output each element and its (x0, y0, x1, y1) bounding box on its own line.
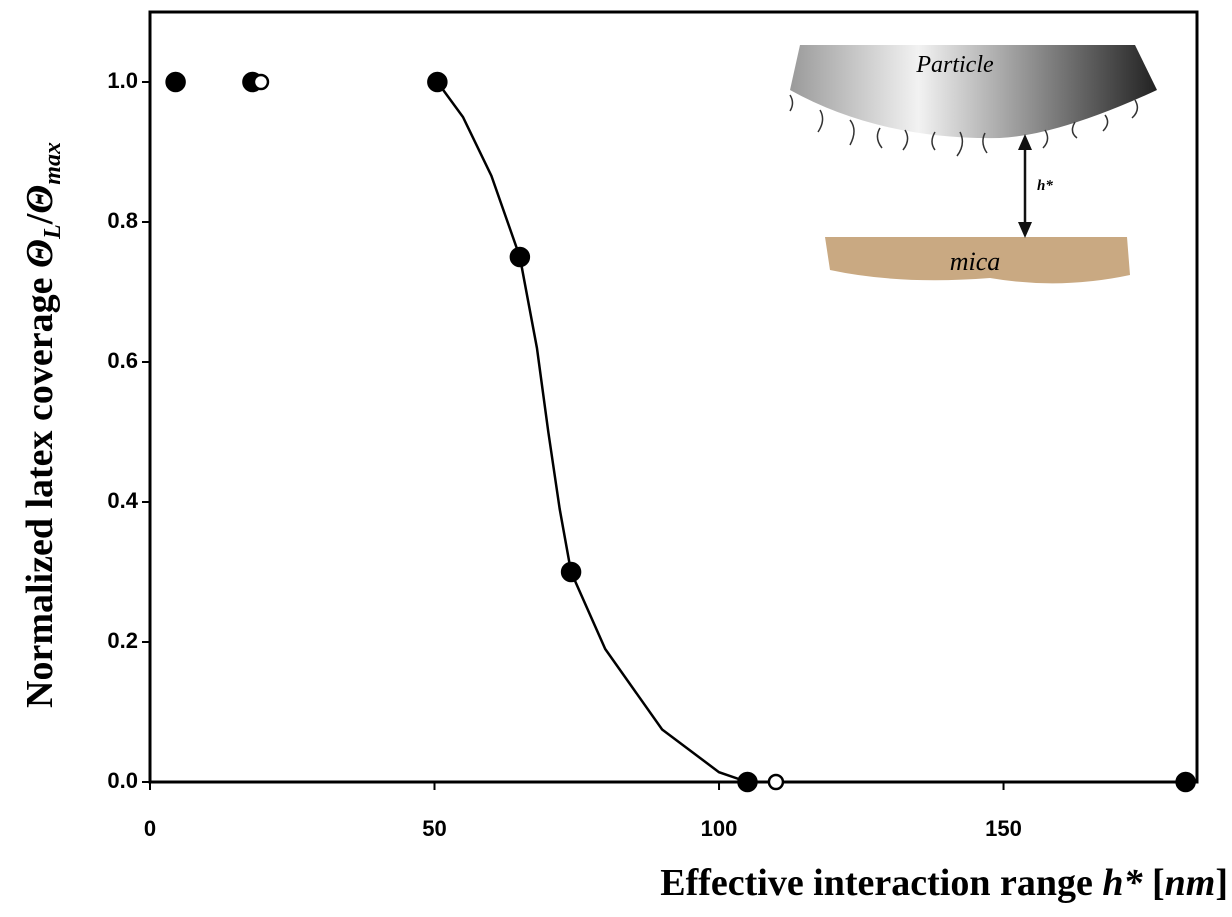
y-tick-label: 0.2 (107, 628, 138, 653)
x-label-part: [ (1142, 862, 1164, 904)
y-label-part: Θ (19, 239, 61, 268)
x-label-part: ] (1215, 862, 1228, 904)
data-point (1175, 771, 1196, 793)
y-axis-label: Normalized latex coverage ΘL/Θmax (19, 142, 66, 708)
mica-label: mica (950, 247, 1001, 276)
particle (790, 45, 1157, 139)
y-tick-label: 0.6 (107, 348, 138, 373)
inset: Particle h* mica (789, 45, 1157, 284)
x-tick-label: 50 (422, 816, 446, 841)
y-tick-label: 0.4 (107, 488, 138, 513)
h-label: h* (1037, 178, 1053, 194)
polymer-chains (789, 94, 1139, 157)
y-label-part: max (40, 142, 66, 185)
mica-surface (825, 237, 1130, 284)
y-tick-label: 1.0 (107, 68, 138, 93)
data-point (737, 771, 758, 793)
x-label-part: Effective interaction range (660, 862, 1102, 904)
x-tick-label: 150 (985, 816, 1022, 841)
y-label-part: L (40, 224, 66, 240)
y-label-part: Normalized latex coverage (19, 268, 61, 708)
x-label-part: nm (1165, 862, 1216, 904)
y-tick-label: 0.0 (107, 768, 138, 793)
x-label-part: h* (1102, 862, 1143, 904)
data-point (165, 71, 186, 93)
particle-label: Particle (915, 52, 994, 78)
x-tick-label: 0 (144, 816, 156, 841)
y-label-part: / (19, 213, 61, 225)
y-tick-label: 0.8 (107, 208, 138, 233)
x-tick-label: 100 (701, 816, 738, 841)
fit-curve (436, 81, 748, 784)
x-axis-label: Effective interaction range h* [nm] (660, 862, 1228, 904)
data-point (252, 73, 270, 91)
data-point (509, 246, 531, 268)
data-point (767, 773, 785, 791)
y-label-part: Θ (19, 185, 61, 214)
data-point (427, 71, 448, 93)
plot-frame (148, 10, 1199, 784)
data-point (560, 561, 582, 583)
